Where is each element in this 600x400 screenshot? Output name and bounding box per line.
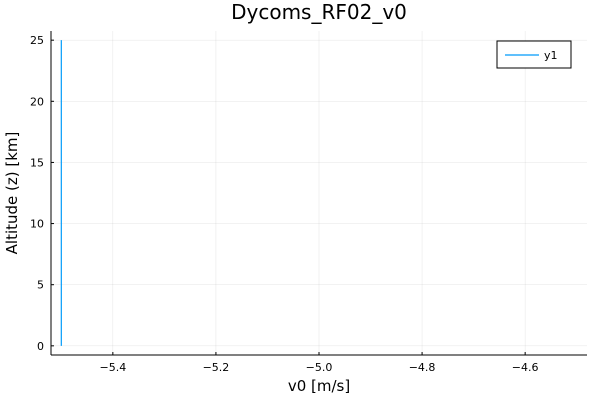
legend: y1	[496, 40, 572, 69]
y-tick-label: 10	[30, 218, 44, 231]
chart-title: Dycoms_RF02_v0	[231, 0, 407, 24]
y-tick-label: 0	[37, 340, 44, 353]
x-tick-label: −5.4	[99, 361, 126, 374]
grid	[51, 31, 587, 355]
y-tick-label: 20	[30, 95, 44, 108]
y-tick-label: 25	[30, 34, 44, 47]
x-tick-label: −4.8	[409, 361, 436, 374]
legend-label-y1: y1	[544, 49, 558, 62]
y-tick-label: 15	[30, 156, 44, 169]
y-tick-label: 5	[37, 279, 44, 292]
x-axis-title: v0 [m/s]	[288, 377, 350, 395]
x-tick-label: −5.2	[203, 361, 230, 374]
y-axis-title: Altitude (z) [km]	[3, 132, 21, 255]
x-tick-label: −4.6	[512, 361, 539, 374]
ticks: −5.4 −5.2 −5.0 −4.8 −4.6 0 5 10 15 20 25	[30, 34, 539, 374]
x-tick-label: −5.0	[306, 361, 333, 374]
